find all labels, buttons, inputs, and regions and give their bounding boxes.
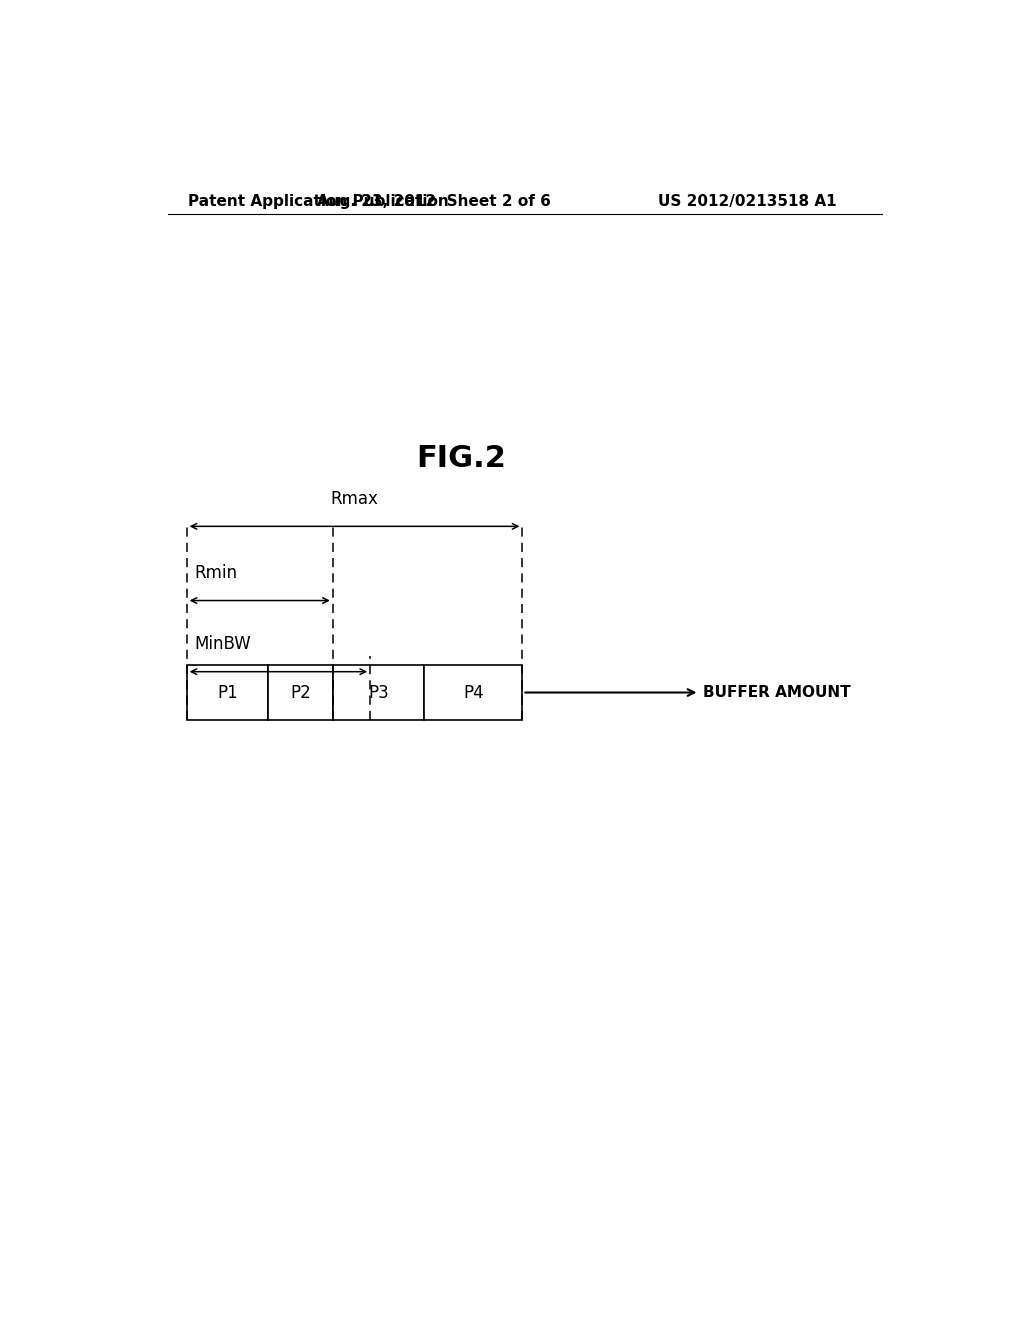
Text: P2: P2 [290, 684, 311, 701]
Text: Rmin: Rmin [195, 564, 238, 582]
Bar [268, 664, 333, 721]
Text: P4: P4 [463, 684, 483, 701]
Text: P3: P3 [368, 684, 389, 701]
Bar [186, 664, 268, 721]
Text: Patent Application Publication: Patent Application Publication [187, 194, 449, 209]
Bar [333, 664, 424, 721]
Text: MinBW: MinBW [195, 635, 252, 653]
Text: FIG.2: FIG.2 [417, 444, 506, 473]
Bar [424, 664, 522, 721]
Text: BUFFER AMOUNT: BUFFER AMOUNT [703, 685, 851, 700]
Text: Rmax: Rmax [331, 490, 379, 508]
Text: Aug. 23, 2012  Sheet 2 of 6: Aug. 23, 2012 Sheet 2 of 6 [316, 194, 551, 209]
Text: P1: P1 [217, 684, 238, 701]
Text: US 2012/0213518 A1: US 2012/0213518 A1 [657, 194, 837, 209]
